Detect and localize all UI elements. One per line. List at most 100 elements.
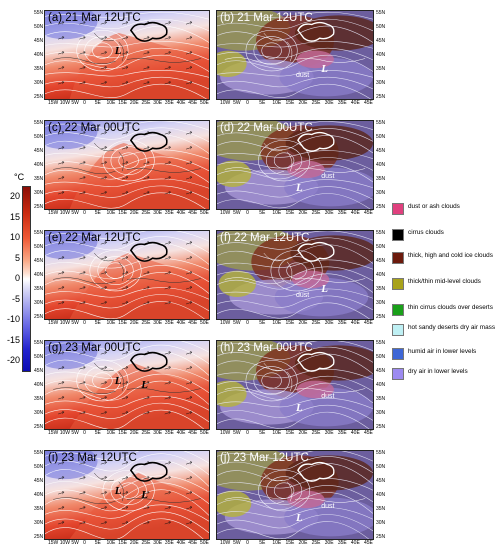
map-panel-f: (f) 22 Mar 12UTC dust L [216,230,374,320]
geopotential-contour [217,514,373,532]
wind-arrow [79,476,86,480]
wind-arrow [58,175,65,180]
longitude-tick: 30E [324,210,334,216]
wind-arrow [164,410,172,415]
geopotential-contour [45,287,209,300]
black-sea-outline [297,21,335,42]
coastline [224,387,285,395]
wind-arrow [164,160,172,165]
latitude-tick: 55N [376,10,386,16]
longitude-tick: 15E [285,540,295,546]
latitude-tick: 30N [376,190,386,196]
longitude-tick: 10E [272,320,282,326]
wind-arrow [58,490,65,495]
wind-arrow [143,190,150,195]
wind-arrow [164,146,172,150]
latitude-tick: 50N [34,134,44,140]
longitude-tick: 10E [106,100,116,106]
wind-arrow [79,300,86,305]
wind-arrow [58,50,65,55]
geopotential-contour [217,451,373,462]
wind-arrow [79,520,86,525]
wind-arrow [143,505,150,510]
low-pressure-contour [258,139,311,182]
cloud-feature [217,160,252,187]
longitude-tick: 5E [259,540,266,546]
temperature-map [45,451,209,539]
wind-arrow [164,520,172,525]
dust-annotation: dust [321,503,335,511]
colorbar-tick: -10 [6,314,20,324]
longitude-tick: 5W [233,540,241,546]
geopotential-contour [45,451,209,464]
wind-arrow [143,285,150,290]
geopotential-contour [217,25,373,43]
longitude-tick: 40E [350,100,360,106]
longitude-tick: 15E [285,320,295,326]
latitude-tick: 55N [34,450,44,456]
low-pressure-contour [258,469,311,512]
geopotential-contour [45,301,205,319]
coastline [94,362,114,372]
black-sea-outline [129,351,168,372]
wind-arrow [100,366,108,370]
geopotential-contour [45,47,209,61]
longitude-tick: 40E [350,320,360,326]
wind-arrow [79,351,86,355]
longitude-tick: 35E [164,210,174,216]
colorbar-tick: -15 [6,334,20,345]
colorbar-tick: 20 [9,191,20,201]
geopotential-contour [45,156,209,172]
wind-arrow [143,300,150,305]
wind-arrow [143,50,150,55]
black-sea-outline [297,461,335,482]
wind-arrow [122,160,129,165]
wind-arrow [58,65,65,70]
longitude-tick: 30E [324,540,334,546]
geopotential-contour [217,244,373,264]
wind-arrow [143,160,150,165]
geopotential-contour [217,521,369,539]
latitude-tick: 55N [376,340,386,346]
coastline [53,57,116,65]
longitude-tick: 10W [59,430,70,436]
geopotential-contour [217,375,373,392]
wind-arrow [58,351,65,355]
geopotential-contour [45,231,209,242]
latitude-tick: 25N [376,534,386,540]
latitude-tick: 50N [34,464,44,470]
geopotential-contour [217,382,373,404]
longitude-tick: 45E [364,540,373,546]
longitude-tick: 30E [153,320,163,326]
legend-swatch [392,203,404,215]
map-panel-i: (i) 23 Mar 12UTC L L [44,450,210,540]
latitude-tick: 40N [34,492,44,498]
geopotential-contour [217,259,373,270]
longitude-tick: 15E [285,430,295,436]
geopotential-contour [45,294,209,312]
wind-arrow [185,461,193,465]
wind-arrow [58,410,65,415]
wind-arrow [143,380,150,385]
latitude-tick: 45N [34,368,44,374]
wind-arrow [122,380,129,385]
geopotential-contour [217,231,373,241]
longitude-tick: 50E [200,320,209,326]
low-pressure-marker: L [114,375,122,388]
longitude-tick: 0 [83,210,86,216]
latitude-tick: 25N [34,424,44,430]
wind-arrow [143,476,150,480]
wind-arrow [164,300,172,305]
wind-arrow [100,285,108,290]
longitude-tick: 5W [71,540,79,546]
wind-arrow [122,21,129,25]
latitude-tick: 30N [34,520,44,526]
longitude-tick: 10W [59,540,70,546]
map-panel-c: (c) 22 Mar 00UTC [44,120,210,210]
wind-arrow [122,50,129,55]
longitude-tick: 10E [272,430,282,436]
wind-arrow [122,241,129,245]
longitude-tick: 35E [337,430,347,436]
geopotential-contour [45,272,209,294]
wind-arrow [122,256,129,260]
